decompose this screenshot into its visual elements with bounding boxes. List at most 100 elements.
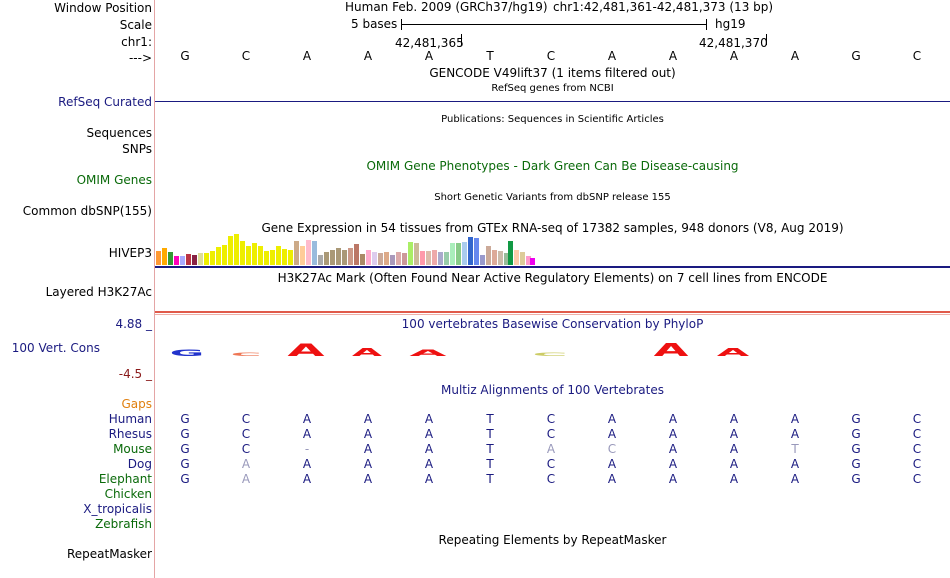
aligned-base: A bbox=[729, 427, 739, 441]
aligned-base: C bbox=[912, 427, 922, 441]
gtex-bar bbox=[162, 248, 167, 265]
gtex-bar bbox=[294, 241, 299, 265]
gtex-bar bbox=[372, 252, 377, 265]
multiz-track-title[interactable]: Multiz Alignments of 100 Vertebrates bbox=[440, 383, 665, 397]
track-label-snps[interactable]: SNPs bbox=[122, 142, 152, 156]
gencode-track-title[interactable]: GENCODE V49lift37 (1 items filtered out) bbox=[429, 66, 676, 80]
aligned-base: A bbox=[729, 457, 739, 471]
aligned-base: C bbox=[546, 472, 556, 486]
hivep3-gene-line[interactable] bbox=[155, 266, 950, 268]
repeatmasker-track-title[interactable]: Repeating Elements by RepeatMasker bbox=[438, 533, 667, 547]
aligned-base: A bbox=[424, 412, 434, 426]
gtex-bar bbox=[530, 258, 535, 265]
gtex-bar bbox=[270, 250, 275, 265]
gtex-bar bbox=[216, 247, 221, 265]
species-label-human[interactable]: Human bbox=[108, 412, 152, 426]
aligned-base: A bbox=[668, 427, 678, 441]
gtex-bar bbox=[486, 246, 491, 265]
aligned-base: A bbox=[607, 412, 617, 426]
gtex-bar bbox=[526, 256, 531, 265]
gtex-bar bbox=[408, 242, 413, 265]
coord-tick-mark-1 bbox=[461, 34, 462, 45]
species-label-rhesus[interactable]: Rhesus bbox=[108, 427, 152, 441]
aligned-base: A bbox=[607, 472, 617, 486]
aligned-base: C bbox=[607, 442, 617, 456]
species-label-chicken[interactable]: Chicken bbox=[104, 487, 152, 501]
coord-tick-mark-2 bbox=[766, 34, 767, 45]
aligned-base: T bbox=[486, 427, 494, 441]
aligned-base: A bbox=[424, 427, 434, 441]
aligned-base: T bbox=[486, 412, 494, 426]
species-label-xtropicalis[interactable]: X_tropicalis bbox=[83, 502, 152, 516]
phylop-glyph-a: A bbox=[409, 348, 447, 358]
gtex-bar bbox=[474, 238, 479, 265]
aligned-base: G bbox=[180, 442, 190, 456]
gtex-bar bbox=[492, 250, 497, 265]
track-label-refseq[interactable]: RefSeq Curated bbox=[58, 95, 152, 109]
phylop-glyph-g: G bbox=[170, 348, 204, 358]
track-label-hivep3[interactable]: HIVEP3 bbox=[108, 246, 152, 260]
aligned-base: A bbox=[424, 457, 434, 471]
gtex-bar bbox=[210, 251, 215, 265]
gtex-bar bbox=[336, 248, 341, 265]
dbsnp-track-title[interactable]: Short Genetic Variants from dbSNP releas… bbox=[434, 192, 671, 203]
chr-label: chr1: bbox=[121, 35, 152, 49]
publications-track-title[interactable]: Publications: Sequences in Scientific Ar… bbox=[441, 114, 664, 125]
aligned-base: C bbox=[241, 442, 251, 456]
coord-tick-2: 42,481,370 bbox=[699, 36, 768, 50]
phylop-track-title[interactable]: 100 vertebrates Basewise Conservation by… bbox=[401, 317, 704, 331]
refseq-track-title[interactable]: RefSeq genes from NCBI bbox=[491, 83, 614, 94]
track-label-h3k27ac[interactable]: Layered H3K27Ac bbox=[45, 285, 152, 299]
gtex-bar bbox=[396, 252, 401, 265]
strand-label: ---> bbox=[128, 51, 152, 65]
omim-track-title[interactable]: OMIM Gene Phenotypes - Dark Green Can Be… bbox=[366, 159, 739, 173]
aligned-base: A bbox=[302, 472, 312, 486]
track-label-repeatmasker[interactable]: RepeatMasker bbox=[66, 547, 152, 561]
base-4: A bbox=[363, 49, 373, 63]
track-label-sequences[interactable]: Sequences bbox=[86, 126, 152, 140]
gtex-bar bbox=[520, 252, 525, 265]
gtex-bar bbox=[240, 241, 245, 265]
track-label-omim[interactable]: OMIM Genes bbox=[76, 173, 152, 187]
species-label-dog[interactable]: Dog bbox=[127, 457, 152, 471]
h3k27ac-track-title[interactable]: H3K27Ac Mark (Often Found Near Active Re… bbox=[277, 271, 828, 285]
aligned-base: T bbox=[486, 457, 494, 471]
species-label-zebrafish[interactable]: Zebrafish bbox=[95, 517, 152, 531]
species-label-mouse[interactable]: Mouse bbox=[113, 442, 152, 456]
aligned-base: A bbox=[241, 472, 251, 486]
track-label-gaps[interactable]: Gaps bbox=[121, 397, 152, 411]
gtex-bar bbox=[306, 240, 311, 265]
species-label-elephant[interactable]: Elephant bbox=[98, 472, 152, 486]
phylop-glyph-a: A bbox=[287, 341, 324, 360]
h3k27ac-signal-line-2 bbox=[155, 314, 950, 315]
gtex-bar bbox=[228, 236, 233, 265]
aligned-base: G bbox=[180, 472, 190, 486]
aligned-base: C bbox=[546, 427, 556, 441]
scale-bar bbox=[401, 24, 706, 25]
base-7: C bbox=[546, 49, 556, 63]
aligned-base: A bbox=[363, 427, 373, 441]
gtex-bar bbox=[426, 251, 431, 265]
gtex-bar bbox=[252, 243, 257, 265]
aligned-base: A bbox=[363, 472, 373, 486]
gtex-bar bbox=[504, 253, 509, 265]
aligned-base: T bbox=[791, 442, 799, 456]
track-label-dbsnp[interactable]: Common dbSNP(155) bbox=[22, 204, 152, 218]
gtex-bar bbox=[480, 255, 485, 265]
base-11: A bbox=[790, 49, 800, 63]
gtex-bar bbox=[384, 252, 389, 265]
gtex-bar bbox=[246, 246, 251, 265]
gtex-bar bbox=[156, 251, 161, 265]
gtex-track-title[interactable]: Gene Expression in 54 tissues from GTEx … bbox=[261, 221, 844, 235]
track-label-cons[interactable]: 100 Vert. Cons bbox=[11, 341, 100, 355]
aligned-base: T bbox=[486, 472, 494, 486]
scale-label: Scale bbox=[119, 18, 152, 32]
gtex-bar bbox=[174, 256, 179, 265]
gtex-bar bbox=[378, 253, 383, 265]
refseq-gene-line[interactable] bbox=[155, 101, 950, 102]
gtex-bar bbox=[456, 243, 461, 265]
base-10: A bbox=[729, 49, 739, 63]
gtex-bar bbox=[498, 251, 503, 265]
gtex-bar bbox=[222, 245, 227, 265]
aligned-base: A bbox=[729, 442, 739, 456]
